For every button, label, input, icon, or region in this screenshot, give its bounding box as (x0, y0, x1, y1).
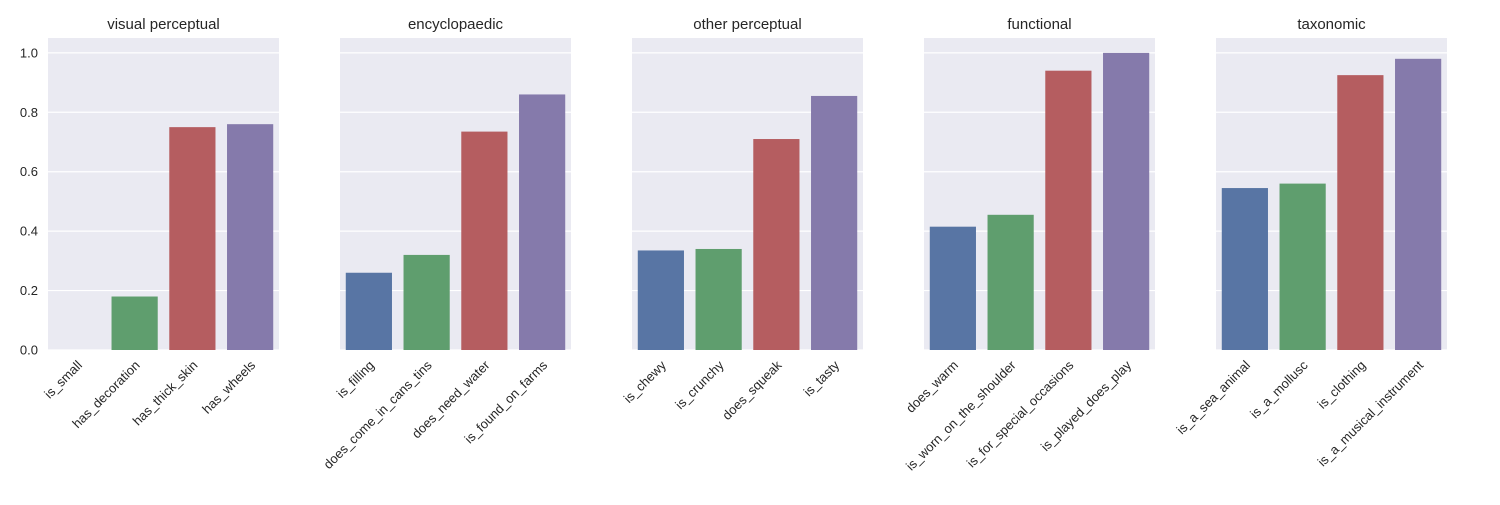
bar (1045, 70, 1092, 350)
bar (1221, 188, 1268, 350)
bar (811, 95, 858, 350)
bar (929, 226, 976, 350)
x-tick-label: is_filling (334, 358, 377, 401)
bar (345, 272, 392, 350)
y-tick-label: 0.0 (20, 343, 38, 358)
x-tick-label: does_warm (903, 358, 961, 416)
bar (403, 254, 450, 350)
y-tick-label: 0.2 (20, 283, 38, 298)
bar (637, 250, 684, 350)
bar (1279, 183, 1326, 350)
x-tick-label: is_worn_on_the_shoulder (903, 357, 1019, 473)
bar (111, 296, 158, 350)
x-tick-label: is_chewy (621, 357, 670, 406)
x-tick-label: is_small (41, 357, 85, 401)
panel-title: visual perceptual (107, 16, 220, 33)
panel-title: functional (1007, 16, 1071, 33)
bar (753, 139, 800, 350)
panel-title: encyclopaedic (408, 16, 504, 33)
bar (169, 127, 216, 351)
facet-panel: encyclopaedic is_fillingdoes_come_in_cans… (320, 16, 571, 472)
x-tick-label: is_tasty (800, 357, 842, 399)
panel-title: other perceptual (693, 16, 801, 33)
facet-panel: 0.0 0.2 0.4 0.6 0.8 1.0 visual perceptual is_sm… (20, 16, 279, 431)
facet-panel: functional does_warmis_worn_on_the_should… (903, 16, 1155, 473)
x-tick-label: is_a_musical_instrument (1314, 357, 1426, 469)
x-tick-label: does_come_in_cans_tins (320, 357, 435, 472)
x-tick-label: has_wheels (199, 357, 259, 417)
bar (695, 248, 742, 350)
x-tick-label: is_for_special_occasions (964, 357, 1077, 470)
y-tick-label: 0.8 (20, 105, 38, 120)
panel-title: taxonomic (1297, 16, 1366, 33)
bar (519, 94, 566, 350)
x-tick-label: is_a_sea_animal (1173, 357, 1253, 437)
x-tick-label: is_clothing (1314, 358, 1368, 412)
bar (1395, 58, 1442, 351)
x-tick-label: is_crunchy (672, 357, 727, 412)
x-tick-label: is_a_mollusc (1247, 357, 1311, 421)
bar (1103, 52, 1150, 350)
x-tick-label: does_squeak (719, 357, 785, 423)
y-tick-label: 0.6 (20, 164, 38, 179)
y-tick-label: 1.0 (20, 45, 38, 60)
bar (987, 214, 1034, 350)
y-tick-label: 0.4 (20, 224, 38, 239)
facet-panel: other perceptual is_chewy is_crunchydoes_s… (621, 16, 863, 423)
bar (227, 124, 274, 351)
bar (461, 131, 508, 350)
bar (1337, 75, 1384, 351)
